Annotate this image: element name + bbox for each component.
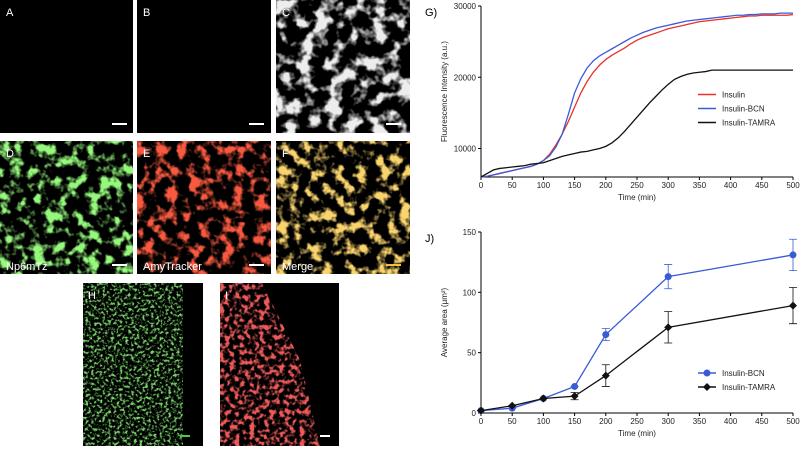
y-axis-label: Fluorescence Intensity (a.u.) [440,41,449,142]
image-panel [0,0,133,133]
micrograph [276,141,410,274]
x-tick-label: 0 [479,417,484,426]
marker [664,323,673,332]
x-tick-label: 500 [786,417,800,426]
x-tick-label: 50 [508,417,517,426]
marker [570,392,579,401]
legend-label: Insulin-BCN [722,369,765,378]
x-axis-label: Time (min) [618,429,656,438]
x-tick-label: 100 [537,417,551,426]
marker [477,406,485,415]
x-tick-label: 200 [599,181,613,190]
x-tick-label: 150 [568,417,582,426]
series-line [480,304,794,412]
chart-title: J) [425,233,434,245]
series-line [480,12,793,178]
x-tick-label: 150 [568,181,582,190]
marker [789,301,797,310]
panel-caption: AmyTracker [143,261,202,273]
marker [602,331,610,339]
panel-label: B [143,7,150,19]
x-tick-label: 300 [662,181,676,190]
x-tick-label: 400 [724,417,738,426]
panel-caption: Np6mTz [6,261,48,273]
panel-label: A [6,7,14,19]
panel-label: C [282,7,290,19]
x-tick-label: 100 [537,181,551,190]
micrograph [83,283,183,446]
legend-label: Insulin-TAMRA [722,383,776,392]
x-tick-label: 0 [479,181,484,190]
series-line [480,13,794,178]
legend-marker [703,383,711,391]
marker [508,401,517,410]
panel-label: H [88,290,96,302]
x-axis-label: Time (min) [618,193,656,202]
chart-title: G) [425,7,437,19]
image-panel [137,0,271,133]
x-tick-label: 500 [786,181,800,190]
legend-marker [703,369,711,377]
micrograph [276,0,410,133]
y-tick-label: 10000 [454,145,477,154]
panel-caption: Merge [282,261,313,273]
series-line [480,69,793,178]
legend-label: Insulin-TAMRA [722,119,776,128]
y-tick-label: 0 [472,409,477,418]
panel-label: E [143,148,150,160]
marker [571,382,579,390]
marker [789,251,797,259]
x-tick-label: 450 [755,417,769,426]
y-axis-label: Average area (μm²) [440,287,449,357]
marker [664,273,672,281]
y-tick-label: 30000 [454,2,477,11]
x-tick-label: 450 [755,181,769,190]
panel-label: D [6,148,14,160]
panel-label: I [225,290,228,302]
panel-label: F [282,148,289,160]
micrograph [0,141,133,274]
x-tick-label: 350 [693,181,707,190]
y-tick-label: 20000 [454,73,477,82]
x-tick-label: 350 [693,417,707,426]
y-tick-label: 50 [467,349,476,358]
x-tick-label: 250 [630,417,644,426]
marker [601,371,610,380]
scale-bars [112,123,401,437]
y-tick-label: 150 [463,228,477,237]
x-tick-label: 400 [724,181,738,190]
micrograph [137,141,271,274]
x-tick-label: 50 [508,181,517,190]
legend-label: Insulin-BCN [722,105,765,114]
x-tick-label: 200 [599,417,613,426]
x-tick-label: 250 [630,181,644,190]
legend-label: Insulin [722,91,745,100]
marker [539,394,548,403]
y-tick-label: 100 [463,288,477,297]
x-tick-label: 300 [662,417,676,426]
